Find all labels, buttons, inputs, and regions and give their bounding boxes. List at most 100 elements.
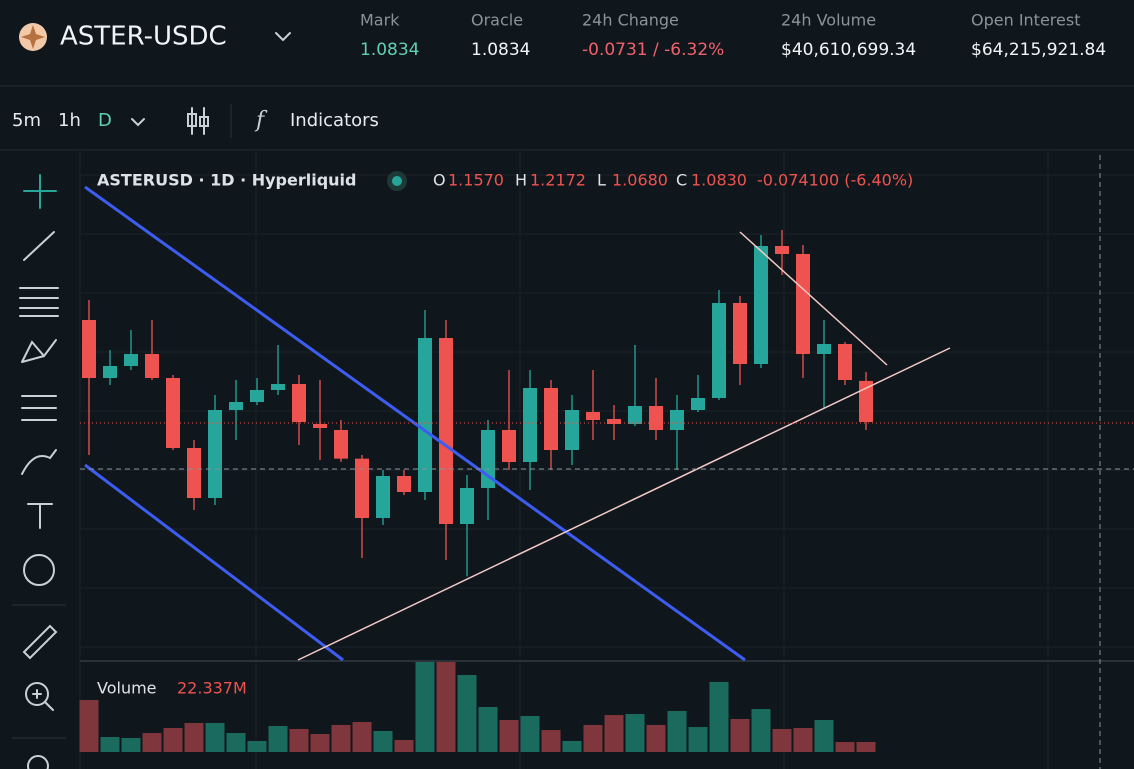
line-tool[interactable] bbox=[23, 231, 55, 261]
trendline bbox=[739, 231, 888, 366]
chart-type-icon bbox=[199, 116, 209, 127]
volume-bar bbox=[793, 728, 813, 752]
chart: ASTERUSD · 1D · Hyperliquid O 1.1570 H 1.217… bbox=[79, 150, 1134, 769]
indicators-button[interactable]: Indicators bbox=[290, 110, 379, 131]
volume-bar bbox=[478, 707, 498, 752]
zoom-tool-glyph bbox=[32, 689, 54, 711]
crosshair-tool[interactable] bbox=[23, 174, 57, 209]
volume-value: 22.337M bbox=[177, 679, 247, 698]
volume-bar bbox=[814, 719, 834, 752]
zoom-tool[interactable] bbox=[25, 682, 49, 706]
volume-bar bbox=[499, 719, 519, 752]
ohlc-key: C bbox=[676, 171, 687, 190]
volume-bar bbox=[730, 719, 750, 752]
candle-body bbox=[145, 354, 159, 378]
candle-body bbox=[166, 378, 180, 448]
candle-body bbox=[355, 458, 369, 518]
fib-tool[interactable] bbox=[19, 287, 59, 317]
volume-bar bbox=[79, 699, 99, 752]
volume-bar bbox=[667, 710, 687, 752]
pair-title[interactable]: ASTER-USDC bbox=[60, 22, 227, 52]
magnet-tool[interactable] bbox=[27, 755, 49, 769]
chart-type-icon[interactable] bbox=[191, 107, 205, 135]
volume-bar bbox=[520, 716, 540, 752]
ohlc-value: 1.2172 bbox=[530, 171, 586, 190]
emoji-tool[interactable] bbox=[23, 554, 55, 586]
interval-button[interactable]: D bbox=[98, 110, 112, 131]
prediction-tool[interactable] bbox=[21, 395, 57, 421]
candle-body bbox=[124, 354, 138, 366]
candle-body bbox=[817, 344, 831, 354]
chart-title: ASTERUSD · 1D · Hyperliquid bbox=[97, 171, 356, 190]
drawing-tools bbox=[12, 174, 66, 769]
candle-body bbox=[103, 366, 117, 378]
candle-body bbox=[691, 398, 705, 410]
volume-bar bbox=[688, 727, 708, 752]
candle-body bbox=[271, 384, 285, 390]
stat-value: 1.0834 bbox=[471, 40, 530, 60]
volume-bar bbox=[772, 728, 792, 752]
volume-bar bbox=[352, 722, 372, 752]
stat-value: 1.0834 bbox=[360, 40, 419, 60]
volume-bar bbox=[100, 737, 120, 752]
token-icon-mark bbox=[21, 25, 45, 49]
ohlc-key: H bbox=[515, 171, 527, 190]
candle-body bbox=[859, 380, 873, 422]
chart-type-icon bbox=[187, 113, 197, 127]
volume-bar bbox=[751, 709, 771, 752]
text-tool[interactable] bbox=[27, 503, 53, 529]
candle-body bbox=[712, 303, 726, 398]
candle-body bbox=[313, 424, 327, 428]
volume-bar bbox=[562, 740, 582, 752]
interval-dropdown[interactable] bbox=[131, 118, 145, 127]
candle-body bbox=[586, 412, 600, 420]
volume-bar bbox=[709, 681, 729, 752]
volume-bar bbox=[205, 722, 225, 752]
ohlc-change: -0.074100 (-6.40%) bbox=[757, 171, 913, 190]
volume-bar bbox=[583, 725, 603, 752]
interval-button[interactable]: 5m bbox=[12, 110, 41, 131]
brush-tool[interactable] bbox=[21, 449, 57, 475]
candle-body bbox=[649, 406, 663, 430]
candle-body bbox=[250, 390, 264, 402]
stat-label: 24h Change bbox=[582, 11, 679, 30]
volume-bar bbox=[268, 725, 288, 752]
candle-body bbox=[733, 303, 747, 364]
candle-body bbox=[838, 344, 852, 380]
measure-tool[interactable] bbox=[22, 624, 58, 660]
volume-bar bbox=[835, 742, 855, 752]
candle-body bbox=[565, 410, 579, 450]
pattern-tool[interactable] bbox=[21, 339, 57, 363]
volume-bar bbox=[310, 734, 330, 752]
candle-body bbox=[187, 448, 201, 498]
stat-value: -0.0731 / -6.32% bbox=[582, 40, 724, 60]
stat-label: Mark bbox=[360, 11, 400, 30]
ohlc-value: 1.1570 bbox=[448, 171, 504, 190]
candle-body bbox=[796, 254, 810, 354]
stat-label: 24h Volume bbox=[781, 11, 876, 30]
volume-bar bbox=[184, 722, 204, 752]
volume-bar bbox=[436, 662, 456, 752]
trendline bbox=[84, 463, 344, 662]
candle-body bbox=[460, 488, 474, 524]
volume-bar bbox=[415, 662, 435, 752]
pair-dropdown[interactable] bbox=[275, 32, 291, 42]
candle-body bbox=[334, 430, 348, 459]
candle-body bbox=[607, 419, 621, 424]
stat-value: $64,215,921.84 bbox=[971, 40, 1106, 60]
candle-body bbox=[82, 320, 96, 378]
ohlc-key: O bbox=[433, 171, 446, 190]
volume-title: Volume bbox=[97, 679, 157, 698]
volume-bar bbox=[289, 728, 309, 752]
volume-bar bbox=[625, 713, 645, 752]
volume-bar bbox=[373, 731, 393, 752]
interval-button[interactable]: 1h bbox=[58, 110, 81, 131]
volume-bar bbox=[457, 674, 477, 752]
candle-body bbox=[208, 410, 222, 498]
volume-bar bbox=[163, 728, 183, 752]
volume-bar bbox=[604, 715, 624, 752]
candle-body bbox=[628, 406, 642, 424]
candle-body bbox=[292, 384, 306, 422]
